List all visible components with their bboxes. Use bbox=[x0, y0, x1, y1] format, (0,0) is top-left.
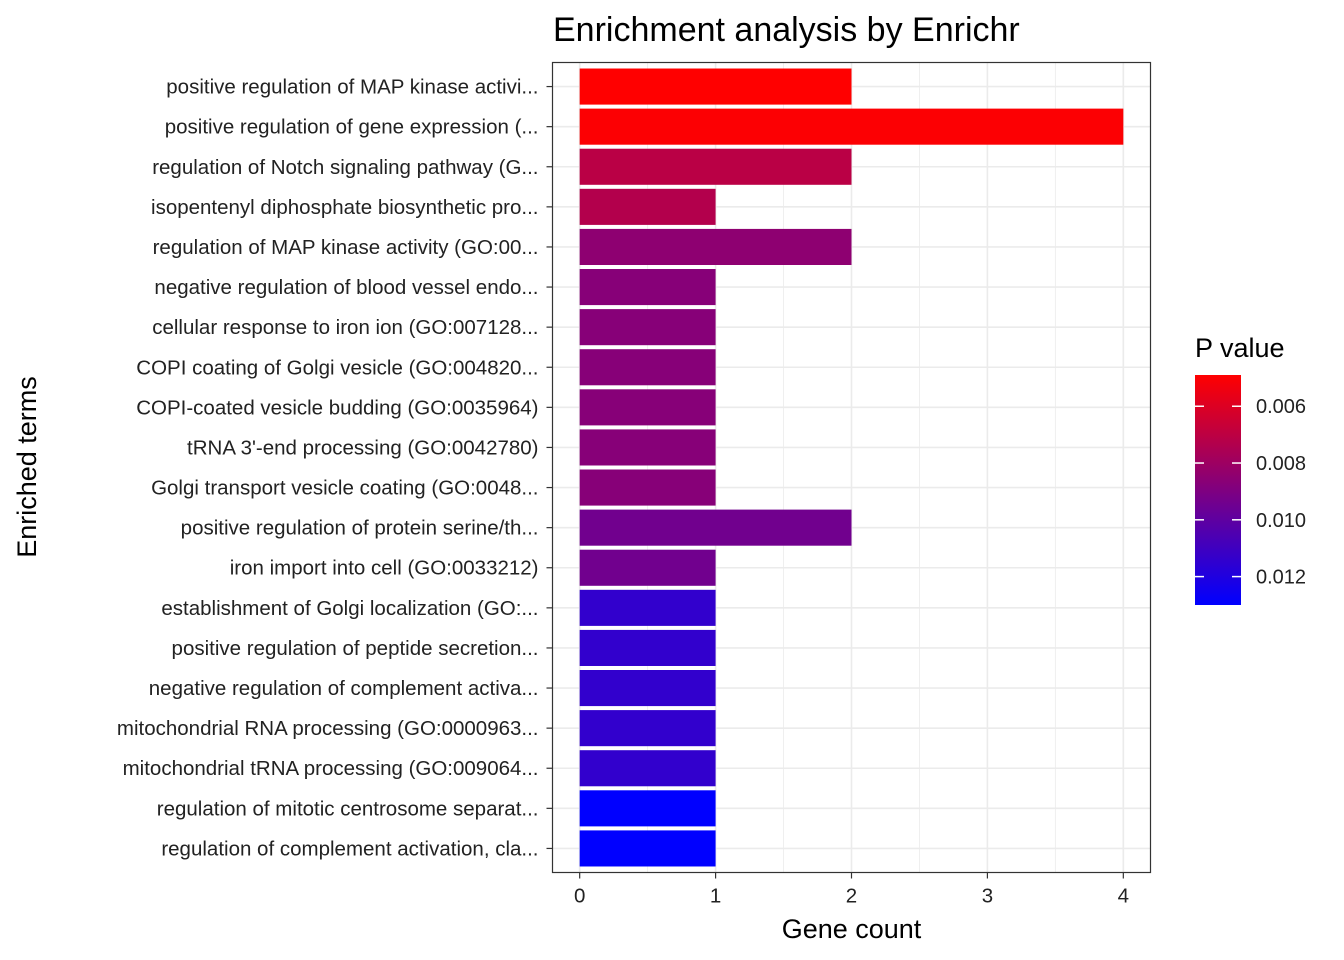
bar bbox=[579, 830, 716, 867]
bar bbox=[579, 108, 1124, 145]
y-axis: positive regulation of MAP kinase activi… bbox=[117, 76, 553, 860]
y-tick-label: regulation of Notch signaling pathway (G… bbox=[152, 156, 538, 179]
bars-group bbox=[579, 68, 1124, 867]
y-tick-label: negative regulation of blood vessel endo… bbox=[154, 276, 538, 299]
bar bbox=[579, 750, 716, 787]
bar bbox=[579, 589, 716, 626]
y-tick-label: positive regulation of gene expression (… bbox=[165, 116, 539, 139]
x-tick-label: 3 bbox=[982, 885, 993, 908]
y-tick-label: regulation of mitotic centrosome separat… bbox=[157, 797, 539, 820]
bar bbox=[579, 469, 716, 506]
legend-title: P value bbox=[1195, 333, 1285, 363]
x-tick-label: 0 bbox=[574, 885, 585, 908]
legend-tick-label: 0.010 bbox=[1256, 510, 1306, 532]
bar bbox=[579, 68, 852, 105]
legend-ticks: 0.006 0.008 0.010 0.012 bbox=[1195, 396, 1306, 589]
y-axis-title: Enriched terms bbox=[12, 376, 42, 558]
legend: P value 0.006 0.008 0.010 0.012 bbox=[1195, 333, 1306, 605]
bar bbox=[579, 710, 716, 747]
bar bbox=[579, 148, 852, 185]
y-tick-label: establishment of Golgi localization (GO:… bbox=[161, 597, 538, 620]
y-tick-label: iron import into cell (GO:0033212) bbox=[230, 557, 539, 580]
bar bbox=[579, 549, 716, 586]
legend-tick-label: 0.008 bbox=[1256, 453, 1306, 475]
bar bbox=[579, 228, 852, 265]
y-tick-label: COPI-coated vesicle budding (GO:0035964) bbox=[136, 396, 538, 419]
legend-tick-label: 0.012 bbox=[1256, 567, 1306, 589]
bar bbox=[579, 629, 716, 666]
y-tick-label: negative regulation of complement activa… bbox=[149, 677, 539, 700]
y-tick-label: cellular response to iron ion (GO:007128… bbox=[152, 316, 538, 339]
y-tick-label: mitochondrial tRNA processing (GO:009064… bbox=[123, 757, 539, 780]
bar bbox=[579, 670, 716, 707]
x-tick-label: 2 bbox=[846, 885, 857, 908]
bar bbox=[579, 509, 852, 546]
x-tick-label: 1 bbox=[710, 885, 721, 908]
bar bbox=[579, 790, 716, 827]
chart-title: Enrichment analysis by Enrichr bbox=[553, 11, 1020, 49]
bar bbox=[579, 429, 716, 466]
y-tick-label: Golgi transport vesicle coating (GO:0048… bbox=[151, 477, 538, 500]
y-tick-label: positive regulation of peptide secretion… bbox=[172, 637, 539, 660]
x-tick-label: 4 bbox=[1118, 885, 1129, 908]
y-tick-label: isopentenyl diphosphate biosynthetic pro… bbox=[151, 196, 538, 219]
bar bbox=[579, 349, 716, 386]
bar bbox=[579, 188, 716, 225]
y-tick-label: regulation of complement activation, cla… bbox=[161, 837, 538, 860]
y-tick-label: regulation of MAP kinase activity (GO:00… bbox=[153, 236, 539, 259]
x-axis: 0 1 2 3 4 bbox=[574, 872, 1129, 908]
bar bbox=[579, 389, 716, 426]
y-tick-label: positive regulation of protein serine/th… bbox=[181, 517, 539, 540]
y-tick-label: COPI coating of Golgi vesicle (GO:004820… bbox=[136, 356, 538, 379]
y-tick-label: mitochondrial RNA processing (GO:0000963… bbox=[117, 717, 539, 740]
y-tick-label: positive regulation of MAP kinase activi… bbox=[166, 76, 538, 99]
bar bbox=[579, 269, 716, 306]
legend-colorbar bbox=[1195, 375, 1241, 605]
y-tick-label: tRNA 3'-end processing (GO:0042780) bbox=[187, 436, 538, 459]
legend-tick-label: 0.006 bbox=[1256, 396, 1306, 418]
bar bbox=[579, 309, 716, 346]
x-axis-title: Gene count bbox=[782, 914, 922, 944]
